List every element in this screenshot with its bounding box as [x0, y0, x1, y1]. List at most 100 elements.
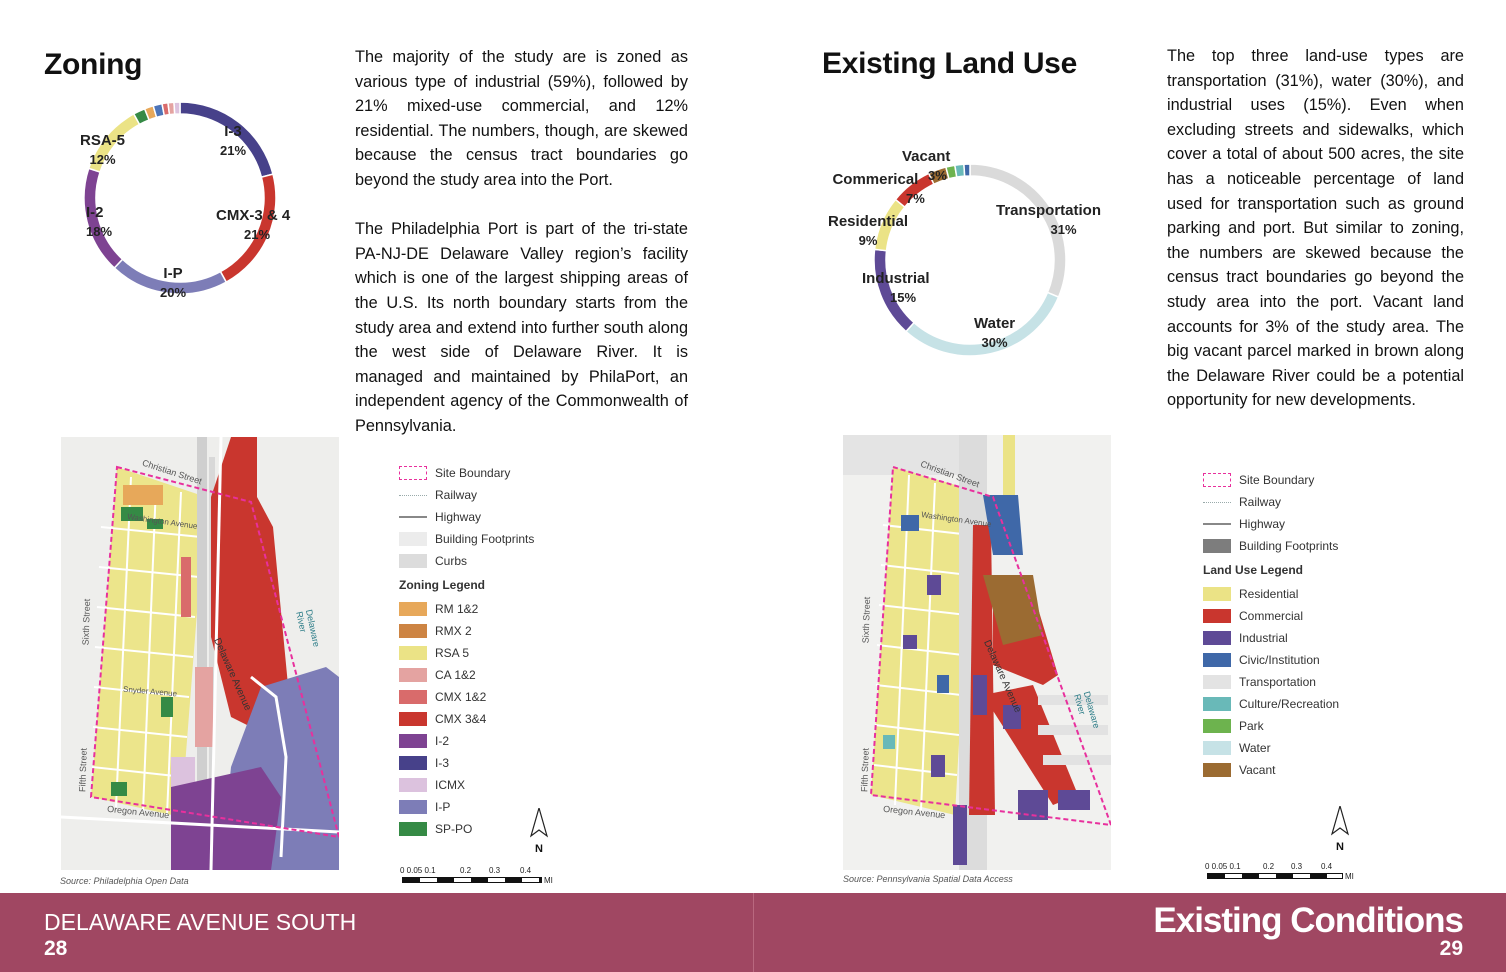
legend-row-sp-po: SP-PO: [399, 818, 534, 840]
legend-row-transportation: Transportation: [1203, 671, 1339, 693]
legend-row-commercial: Commercial: [1203, 605, 1339, 627]
footer-right-page: 29: [1439, 937, 1463, 960]
zoning-paragraph-2: The Philadelphia Port is part of the tri…: [355, 220, 688, 435]
scale-tick: 0.4: [520, 866, 532, 875]
scale-tick: 0 0.05 0.1: [400, 866, 436, 875]
map-label-sixth: Sixth Street: [80, 598, 93, 646]
legend-label: RM 1&2: [435, 602, 479, 616]
legend-label: Residential: [1239, 587, 1299, 601]
legend-row-cmx-1-2: CMX 1&2: [399, 686, 534, 708]
north-arrow-right: N: [1330, 803, 1350, 853]
legend-swatch: [399, 466, 427, 480]
map2-label-fifth: Fifth Street: [859, 747, 871, 793]
footer-divider: [753, 893, 754, 972]
legend-row-i-p: I-P: [399, 796, 534, 818]
legend-row-cmx-3-4: CMX 3&4: [399, 708, 534, 730]
legend-row-water: Water: [1203, 737, 1339, 759]
legend-row-icmx: ICMX: [399, 774, 534, 796]
legend-swatch: [1203, 653, 1231, 667]
donut-label-residential: Residential 9%: [828, 213, 909, 248]
legend-swatch: [399, 756, 427, 770]
legend-row-building-footprints: Building Footprints: [1203, 535, 1339, 557]
legend-row-highway: Highway: [1203, 513, 1339, 535]
legend-swatch: [399, 734, 427, 748]
legend-label: Water: [1239, 741, 1271, 755]
legend-label: Building Footprints: [435, 532, 535, 546]
legend-label: CMX 1&2: [435, 690, 487, 704]
legend-swatch: [1203, 631, 1231, 645]
legend-row-rmx-2: RMX 2: [399, 620, 534, 642]
legend-swatch: [1203, 587, 1231, 601]
legend-label: Building Footprints: [1239, 539, 1339, 553]
legend-swatch: [399, 800, 427, 814]
legend-swatch: [399, 624, 427, 638]
legend-swatch: [1203, 675, 1231, 689]
legend-row-rsa-5: RSA 5: [399, 642, 534, 664]
legend-swatch: [399, 494, 427, 496]
donut-label-transportation: Transportation 31%: [996, 202, 1102, 237]
donut-label-industrial: Industrial 15%: [862, 270, 930, 305]
land-use-text: The top three land-use types are transpo…: [1167, 44, 1464, 438]
legend-row-industrial: Industrial: [1203, 627, 1339, 649]
north-letter: N: [535, 843, 543, 855]
map-label-fifth: Fifth Street: [77, 747, 89, 793]
legend-label: RSA 5: [435, 646, 470, 660]
legend-swatch: [1203, 763, 1231, 777]
donut-label-rsa5: RSA-5 12%: [80, 132, 126, 167]
scale-tick: 0.2: [460, 866, 472, 875]
legend-row-curbs: Curbs: [399, 550, 534, 572]
donut-label-vacant: Vacant 3%: [902, 148, 951, 183]
scale-tick: 0.3: [1291, 862, 1303, 871]
legend-swatch: [399, 532, 427, 546]
scale-tick: 0.3: [489, 866, 501, 875]
legend-label: Culture/Recreation: [1239, 697, 1340, 711]
donut-label-i3: I-3 21%: [220, 123, 247, 158]
legend-label: Site Boundary: [1239, 473, 1315, 487]
legend-label: Highway: [435, 510, 482, 524]
scale-unit: MI: [1345, 872, 1354, 881]
map2-label-sixth: Sixth Street: [860, 596, 873, 644]
legend-swatch: [1203, 539, 1231, 553]
legend-label: CA 1&2: [435, 668, 476, 682]
legend-swatch: [1203, 609, 1231, 623]
zoning-donut-chart: [83, 101, 277, 295]
legend-swatch: [399, 822, 427, 836]
legend-label: Civic/Institution: [1239, 653, 1320, 667]
zoning-paragraph-1: The majority of the study are is zoned a…: [355, 48, 688, 189]
zoning-map-graphic: [61, 437, 339, 870]
scale-tick: 0 0.05 0.1: [1205, 862, 1241, 871]
legend-swatch: [1203, 741, 1231, 755]
legend-swatch: [1203, 501, 1231, 503]
zoning-scale-bar: 0 0.05 0.1 0.2 0.3 0.4 MI: [400, 866, 560, 886]
land-use-title: Existing Land Use: [822, 47, 1077, 80]
footer-right-title: Existing Conditions: [1153, 901, 1464, 940]
scale-tick: 0.2: [1263, 862, 1275, 871]
zoning-slice-icmx: [173, 101, 181, 115]
legend-row-residential: Residential: [1203, 583, 1339, 605]
donut-label-cmx34: CMX-3 & 4 21%: [216, 207, 291, 242]
legend-row-vacant: Vacant: [1203, 759, 1339, 781]
zoning-source: Source: Philadelphia Open Data: [60, 876, 189, 886]
donut-label-ip: I-P 20%: [160, 265, 187, 300]
zoning-text: The majority of the study are is zoned a…: [355, 45, 688, 463]
legend-row-civic-institution: Civic/Institution: [1203, 649, 1339, 671]
legend-row-culture-recreation: Culture/Recreation: [1203, 693, 1339, 715]
scale-unit: MI: [544, 876, 553, 885]
north-arrow-left: N: [529, 805, 549, 855]
legend-title: Zoning Legend: [399, 578, 485, 592]
legend-row-ca-1-2: CA 1&2: [399, 664, 534, 686]
footer-bar: DELAWARE AVENUE SOUTH 28 Existing Condit…: [0, 893, 1506, 972]
legend-label: Railway: [1239, 495, 1282, 509]
land-use-slice-civic-institution: [963, 163, 971, 177]
land-use-paragraph: The top three land-use types are transpo…: [1167, 47, 1464, 410]
legend-label: RMX 2: [435, 624, 472, 638]
legend-row-railway: Railway: [1203, 491, 1339, 513]
legend-row-i-2: I-2: [399, 730, 534, 752]
land-use-legend: Site Boundary Railway Highway Building Foot…: [1203, 469, 1339, 781]
legend-row-park: Park: [1203, 715, 1339, 737]
legend-row-highway: Highway: [399, 506, 534, 528]
north-arrow-icon: [529, 805, 549, 838]
legend-label: I-P: [435, 800, 451, 814]
zoning-title: Zoning: [44, 48, 143, 81]
legend-label: I-2: [435, 734, 450, 748]
